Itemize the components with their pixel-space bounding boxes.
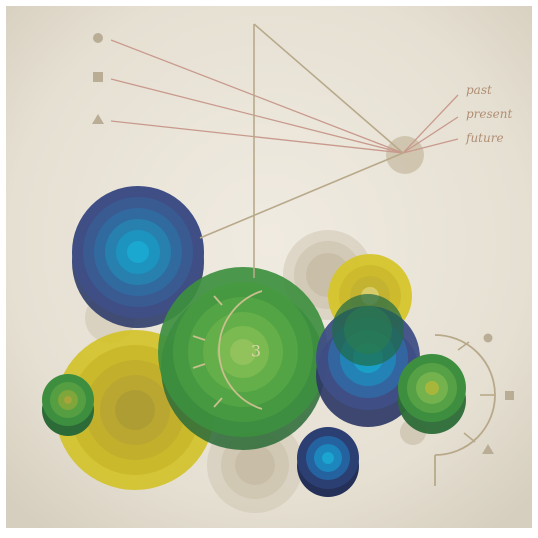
label-past: past xyxy=(466,83,492,97)
beige-circle-focal xyxy=(386,136,424,174)
green-small-right-circle xyxy=(398,354,466,434)
label-present: present xyxy=(466,107,513,121)
center-number: 3 xyxy=(251,342,261,361)
tan-diagonal-upper xyxy=(253,23,404,154)
rose-line-future xyxy=(402,138,459,154)
navy-big-circle xyxy=(72,186,204,328)
triangle-icon xyxy=(482,444,494,454)
rose-line-3 xyxy=(110,120,404,154)
square-icon xyxy=(93,72,103,82)
green-small-left-circle xyxy=(42,374,94,436)
rose-line-2 xyxy=(110,78,404,154)
circle-icon xyxy=(93,33,103,43)
rose-line-past xyxy=(402,94,459,154)
legend-symbols-right xyxy=(482,333,514,454)
triangle-icon xyxy=(92,114,104,124)
tan-arc-right xyxy=(434,334,496,456)
rose-line-present xyxy=(402,116,459,154)
green-big-circle xyxy=(158,267,328,450)
construction-lines xyxy=(110,23,496,486)
navy-bottom-circle xyxy=(297,427,359,497)
circle-icon xyxy=(483,333,493,343)
square-icon xyxy=(505,391,514,400)
green-right-overlay xyxy=(332,294,404,366)
tan-arc-green xyxy=(218,290,263,410)
legend-symbols-left xyxy=(92,33,104,124)
tan-diagonal-lower xyxy=(199,152,404,239)
label-future: future xyxy=(465,131,504,145)
rose-line-1 xyxy=(110,39,404,154)
